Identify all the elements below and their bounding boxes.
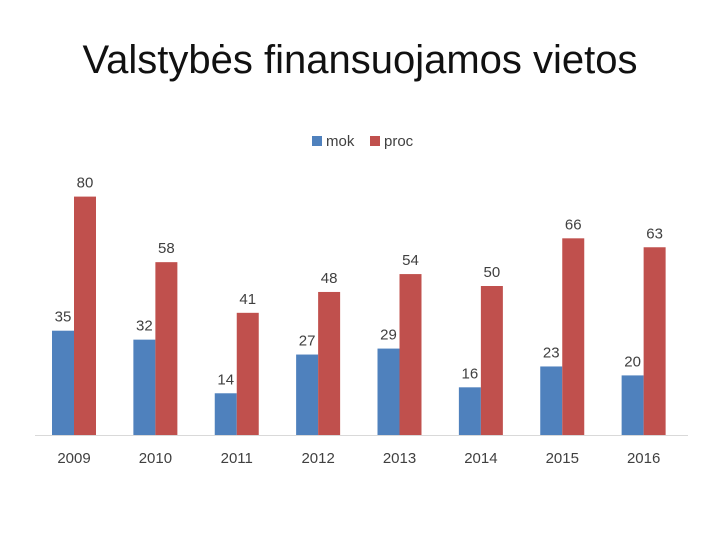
x-tick-label-2011: 2011: [221, 450, 253, 467]
x-tick-label-2015: 2015: [546, 450, 579, 467]
data-label-mok-2012: 27: [299, 333, 316, 350]
legend-swatch-proc: [370, 136, 380, 146]
data-label-proc-2012: 48: [321, 270, 338, 287]
data-label-mok-2013: 29: [380, 327, 397, 344]
x-tick-label-2009: 2009: [57, 450, 90, 467]
data-label-mok-2015: 23: [543, 344, 560, 361]
x-tick-label-2016: 2016: [627, 450, 660, 467]
x-tick-label-2014: 2014: [464, 450, 497, 467]
bar-proc-2013: [399, 274, 422, 435]
bar-mok-2010: [133, 339, 156, 435]
data-label-proc-2015: 66: [565, 216, 582, 233]
data-label-mok-2009: 35: [55, 309, 72, 326]
bar-proc-2012: [318, 291, 341, 435]
bar-proc-2014: [480, 286, 503, 435]
bar-mok-2009: [52, 330, 74, 435]
legend-label-proc: proc: [384, 133, 414, 150]
data-label-mok-2014: 16: [462, 365, 479, 382]
data-label-mok-2010: 32: [136, 318, 153, 335]
data-label-proc-2009: 80: [77, 175, 94, 192]
bar-mok-2016: [621, 375, 644, 435]
bar-proc-2015: [562, 238, 585, 435]
bar-mok-2011: [214, 393, 237, 435]
chart-title: Valstybės finansuojamos vietos: [82, 38, 638, 82]
bar-mok-2013: [377, 348, 400, 435]
bar-proc-2016: [643, 247, 666, 435]
x-tick-label-2013: 2013: [383, 450, 416, 467]
bar-mok-2012: [296, 354, 319, 435]
x-tick-labels: 2009 2010 2011 2012 2013 2014 2015 2016: [57, 450, 660, 467]
legend-label-mok: mok: [326, 133, 355, 150]
bar-mok-2015: [540, 366, 563, 435]
bar-mok-2014: [458, 387, 481, 435]
data-label-proc-2010: 58: [158, 240, 175, 257]
bars-group: 35 80 32 58 14 41 27 48 29 54 16 50 23 66 20 63: [52, 175, 666, 435]
legend: mok proc: [312, 133, 414, 150]
data-label-mok-2016: 20: [624, 353, 641, 370]
data-label-mok-2011: 14: [217, 371, 234, 388]
data-label-proc-2011: 41: [239, 291, 256, 308]
data-label-proc-2016: 63: [646, 225, 663, 242]
bar-proc-2010: [155, 262, 178, 435]
data-label-proc-2013: 54: [402, 252, 419, 269]
legend-swatch-mok: [312, 136, 322, 146]
x-tick-label-2010: 2010: [139, 450, 172, 467]
data-label-proc-2014: 50: [484, 264, 501, 281]
bar-proc-2011: [236, 312, 259, 435]
x-tick-label-2012: 2012: [301, 450, 334, 467]
bar-proc-2009: [74, 196, 96, 435]
